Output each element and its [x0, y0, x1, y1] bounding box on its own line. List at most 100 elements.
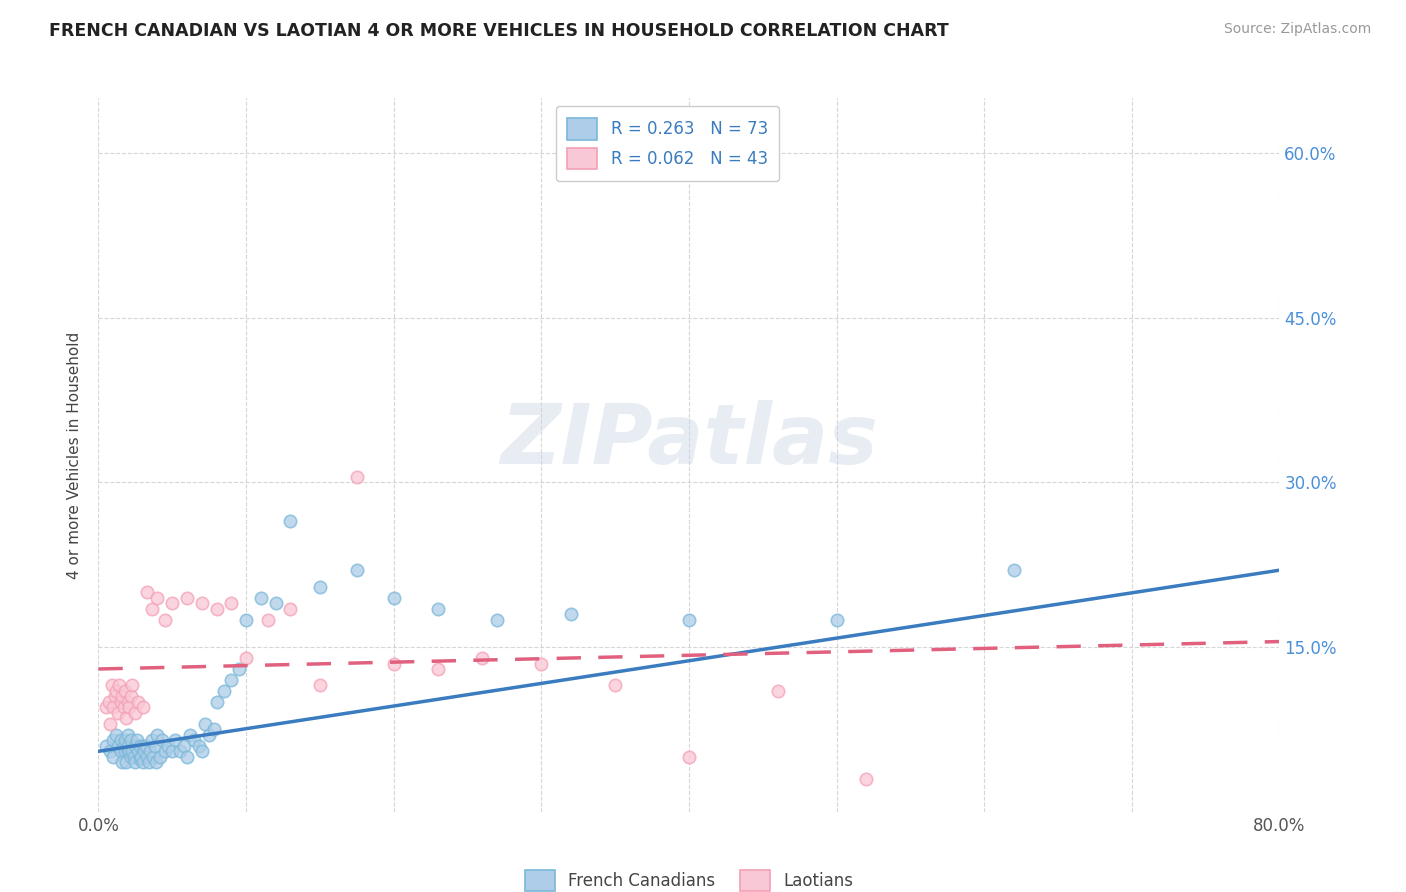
Point: [103, 700, 125, 714]
Point: [114, 684, 136, 698]
Point: [678, 749, 700, 764]
Point: [97, 695, 120, 709]
Point: [183, 733, 205, 747]
Point: [176, 591, 198, 605]
Point: [143, 739, 166, 753]
Point: [107, 739, 129, 753]
Point: [235, 613, 257, 627]
Point: [121, 744, 143, 758]
Point: [111, 690, 134, 704]
Point: [115, 711, 138, 725]
Point: [427, 662, 450, 676]
Point: [127, 695, 149, 709]
Point: [173, 739, 195, 753]
Point: [228, 662, 250, 676]
Point: [118, 744, 141, 758]
Point: [162, 744, 183, 758]
Point: [205, 695, 228, 709]
Point: [98, 744, 121, 758]
Point: [108, 678, 131, 692]
Text: FRENCH CANADIAN VS LAOTIAN 4 OR MORE VEHICLES IN HOUSEHOLD CORRELATION CHART: FRENCH CANADIAN VS LAOTIAN 4 OR MORE VEH…: [49, 22, 949, 40]
Point: [136, 585, 159, 599]
Point: [346, 470, 368, 484]
Point: [530, 657, 553, 671]
Point: [132, 739, 155, 753]
Point: [212, 684, 235, 698]
Point: [107, 706, 129, 720]
Y-axis label: 4 or more Vehicles in Household: 4 or more Vehicles in Household: [67, 331, 83, 579]
Point: [150, 733, 173, 747]
Point: [235, 651, 257, 665]
Point: [120, 749, 142, 764]
Point: [187, 739, 209, 753]
Point: [153, 744, 176, 758]
Point: [202, 723, 225, 737]
Point: [156, 739, 179, 753]
Point: [110, 733, 132, 747]
Point: [104, 690, 127, 704]
Point: [94, 700, 117, 714]
Point: [146, 728, 169, 742]
Point: [114, 733, 136, 747]
Point: [128, 752, 150, 766]
Point: [117, 728, 139, 742]
Point: [118, 700, 141, 714]
Point: [678, 613, 700, 627]
Point: [132, 700, 155, 714]
Point: [105, 684, 128, 698]
Point: [309, 580, 332, 594]
Point: [309, 678, 332, 692]
Point: [191, 744, 214, 758]
Point: [169, 744, 191, 758]
Point: [560, 607, 582, 621]
Point: [278, 514, 302, 528]
Point: [179, 728, 201, 742]
Point: [115, 756, 138, 770]
Point: [127, 744, 149, 758]
Point: [471, 651, 494, 665]
Point: [94, 739, 117, 753]
Text: Source: ZipAtlas.com: Source: ZipAtlas.com: [1223, 22, 1371, 37]
Point: [139, 744, 162, 758]
Point: [141, 601, 163, 615]
Text: ZIPatlas: ZIPatlas: [501, 401, 877, 481]
Point: [194, 717, 217, 731]
Point: [278, 601, 302, 615]
Point: [103, 749, 125, 764]
Point: [257, 613, 280, 627]
Point: [117, 695, 139, 709]
Point: [219, 596, 242, 610]
Point: [117, 744, 139, 758]
Point: [105, 728, 128, 742]
Point: [124, 739, 146, 753]
Point: [176, 749, 198, 764]
Point: [136, 749, 159, 764]
Point: [111, 756, 134, 770]
Point: [132, 756, 155, 770]
Point: [134, 744, 156, 758]
Point: [825, 613, 848, 627]
Point: [120, 733, 142, 747]
Point: [141, 733, 163, 747]
Point: [165, 733, 187, 747]
Point: [1002, 563, 1025, 577]
Point: [114, 744, 136, 758]
Point: [135, 739, 157, 753]
Point: [162, 596, 183, 610]
Point: [117, 739, 139, 753]
Legend: French Canadians, Laotians: French Canadians, Laotians: [517, 863, 860, 892]
Point: [112, 739, 135, 753]
Point: [138, 756, 160, 770]
Point: [121, 678, 143, 692]
Point: [129, 749, 152, 764]
Point: [125, 733, 148, 747]
Point: [98, 717, 121, 731]
Point: [120, 690, 142, 704]
Point: [382, 591, 405, 605]
Point: [122, 749, 145, 764]
Point: [766, 684, 789, 698]
Point: [146, 591, 169, 605]
Point: [153, 613, 176, 627]
Point: [191, 596, 214, 610]
Point: [219, 673, 242, 687]
